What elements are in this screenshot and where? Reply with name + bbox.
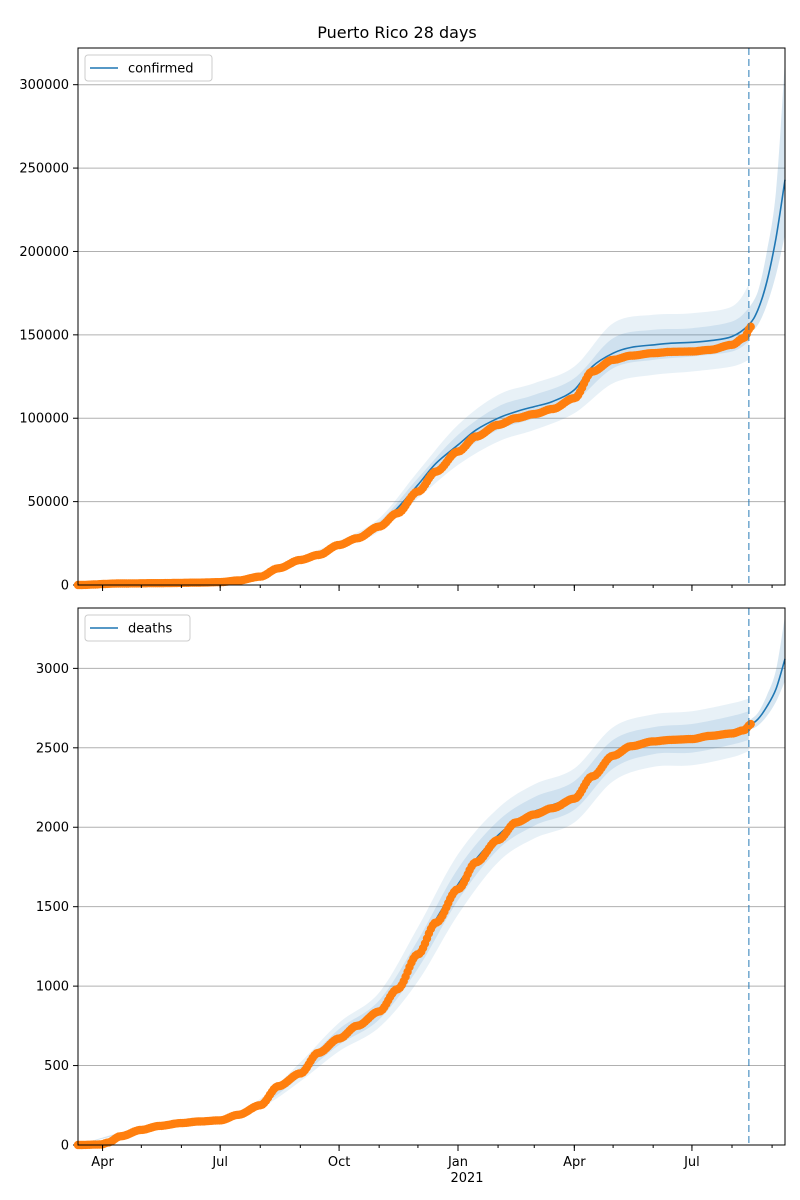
x-tick-label: Oct [328,1155,350,1170]
legend-box [84,614,191,642]
x-tick-label: Apr [91,1155,114,1170]
uncertainty-band-outer [78,698,749,1145]
model-line [77,179,786,586]
legend: deaths [84,614,191,642]
y-tick-label: 500 [44,1059,69,1074]
uncertainty-band-inner [78,308,749,585]
forecast-band [748,59,785,335]
legend-label: confirmed [128,62,194,77]
confirmed-panel: 0 50000 100000 150000 200000 250000 300000 conf… [19,47,786,594]
y-tick-label: 250000 [19,162,69,177]
y-tick-label: 0 [61,579,69,594]
legend: confirmed [84,54,213,82]
observed-point [746,719,755,729]
uncertainty-band-inner [78,711,749,1145]
observed-series [73,719,755,1150]
deaths-panel: 0 500 1000 1500 2000 2500 3000 Apr Jul Oct Jan Apr J… [36,607,786,1170]
plot-frame [77,607,786,1146]
y-tick-label: 1000 [36,980,69,995]
forecast-band [748,615,785,731]
x-tick-label: Apr [563,1155,586,1170]
y-tick-label: 200000 [19,245,69,260]
y-tick-label: 2500 [36,741,69,756]
y-tick-label: 1500 [36,900,69,915]
y-tick-label: 300000 [19,78,69,93]
x-tick-label: Jul [683,1155,700,1170]
y-tick-label: 0 [61,1139,69,1154]
y-tick-label: 150000 [19,328,69,343]
uncertainty-band-outer [78,284,749,585]
figure-title: Puerto Rico 28 days [317,23,477,42]
x-tick-label: Jan [447,1155,468,1170]
x-year-label: 2021 [450,1171,483,1186]
y-tick-label: 50000 [28,495,69,510]
legend-box [84,54,213,82]
observed-point [746,322,755,331]
y-tick-label: 100000 [19,412,69,427]
y-tick-label: 3000 [36,662,69,677]
y-tick-label: 2000 [36,821,69,836]
legend-label: deaths [128,622,173,637]
plot-frame [77,47,786,586]
x-tick-label: Jul [211,1155,228,1170]
